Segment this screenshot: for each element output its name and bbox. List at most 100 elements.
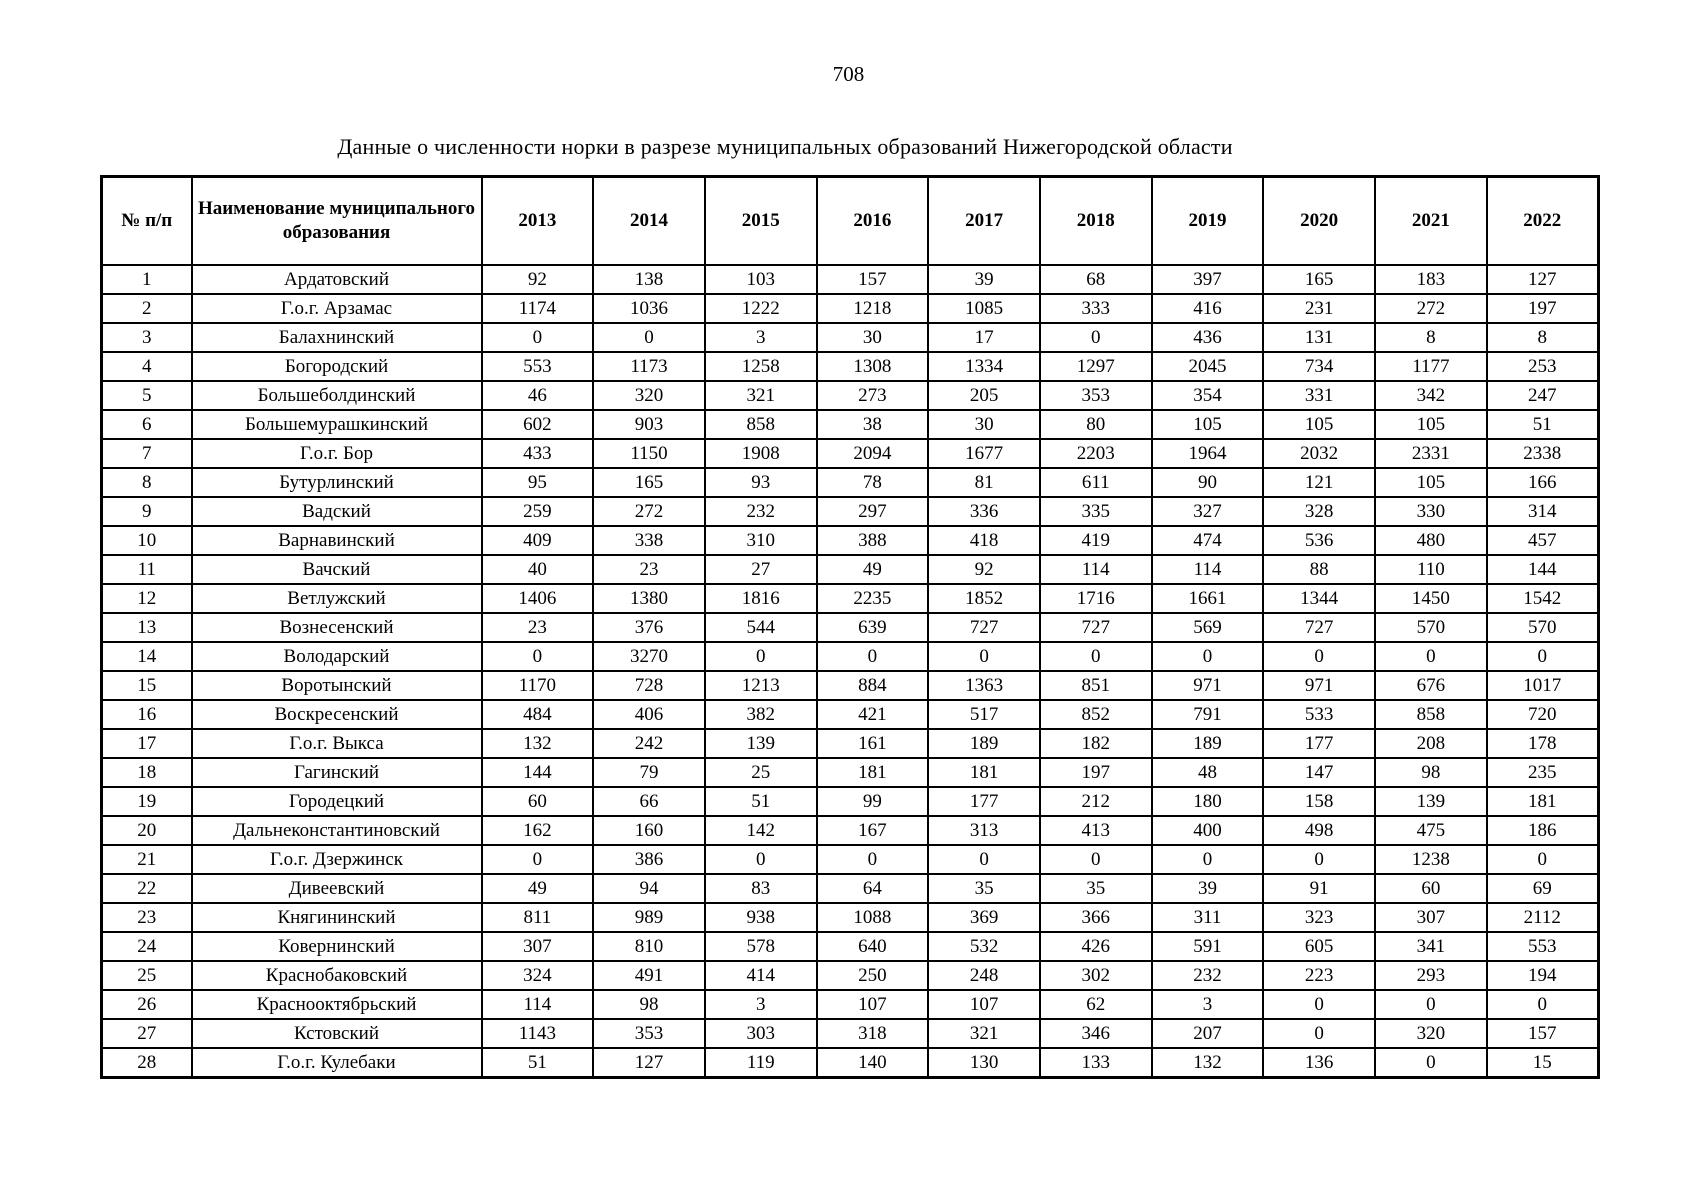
row-number-cell: 17 [100,728,193,759]
year-value-cell: 331 [1262,380,1376,411]
municipality-name-cell: Гагинский [190,757,483,788]
year-value-cell: 382 [703,699,818,730]
year-value-cell: 30 [927,409,1041,440]
year-value-cell: 114 [1150,554,1265,585]
year-value-cell: 318 [815,1018,930,1049]
year-value-cell: 273 [815,380,930,411]
year-value-cell: 591 [1150,931,1265,962]
year-value-cell: 51 [1485,409,1600,440]
year-value-cell: 1716 [1038,583,1153,614]
year-value-cell: 323 [1262,902,1376,933]
year-value-cell: 1297 [1038,351,1153,382]
year-value-cell: 35 [1038,873,1153,904]
year-value-cell: 553 [1485,931,1600,962]
municipality-name-cell: Ардатовский [190,264,483,295]
year-value-cell: 0 [480,322,595,353]
municipality-name-cell: Володарский [190,641,483,672]
year-value-cell: 409 [480,525,595,556]
row-number-cell: 9 [100,496,193,527]
year-value-cell: 1213 [703,670,818,701]
year-value-cell: 0 [1374,1047,1488,1079]
table-row: 23 Княгининский 811 989 938 1088 369 366 311 323 3… [100,902,1600,933]
year-value-cell: 105 [1262,409,1376,440]
year-value-cell: 851 [1038,670,1153,701]
year-value-cell: 297 [815,496,930,527]
year-value-cell: 157 [1485,1018,1600,1049]
year-value-cell: 811 [480,902,595,933]
year-value-cell: 640 [815,931,930,962]
year-value-cell: 1908 [703,438,818,469]
year-value-cell: 1088 [815,902,930,933]
year-value-cell: 1258 [703,351,818,382]
year-value-cell: 418 [927,525,1041,556]
municipality-name-cell: Балахнинский [190,322,483,353]
year-value-cell: 1150 [592,438,706,469]
year-value-cell: 1085 [927,293,1041,324]
year-value-cell: 0 [1262,844,1376,875]
header-year: 2017 [927,175,1041,266]
year-value-cell: 1334 [927,351,1041,382]
year-value-cell: 157 [815,264,930,295]
table-row: 11 Вачский 40 23 27 49 92 114 114 88 110 144 [100,554,1600,585]
year-value-cell: 791 [1150,699,1265,730]
row-number-cell: 6 [100,409,193,440]
year-value-cell: 38 [815,409,930,440]
municipality-name-cell: Г.о.г. Дзержинск [190,844,483,875]
year-value-cell: 0 [1262,989,1376,1020]
year-value-cell: 39 [927,264,1041,295]
year-value-cell: 335 [1038,496,1153,527]
year-value-cell: 272 [592,496,706,527]
year-value-cell: 884 [815,670,930,701]
year-value-cell: 307 [1374,902,1488,933]
year-value-cell: 205 [927,380,1041,411]
table-row: 19 Городецкий 60 66 51 99 177 212 180 158 139 181 [100,786,1600,817]
year-value-cell: 400 [1150,815,1265,846]
year-value-cell: 3 [703,322,818,353]
year-value-cell: 27 [703,554,818,585]
table-row: 20 Дальнеконстантиновский 162 160 142 167 313 4… [100,815,1600,846]
year-value-cell: 105 [1374,467,1488,498]
year-value-cell: 127 [592,1047,706,1079]
year-value-cell: 51 [703,786,818,817]
year-value-cell: 346 [1038,1018,1153,1049]
row-number-cell: 22 [100,873,193,904]
year-value-cell: 0 [1374,989,1488,1020]
year-value-cell: 327 [1150,496,1265,527]
year-value-cell: 307 [480,931,595,962]
year-value-cell: 81 [927,467,1041,498]
year-value-cell: 1344 [1262,583,1376,614]
year-value-cell: 414 [703,960,818,991]
table-row: 14 Володарский 0 3270 0 0 0 0 0 0 0 0 [100,641,1600,672]
year-value-cell: 1677 [927,438,1041,469]
year-value-cell: 90 [1150,467,1265,498]
year-value-cell: 60 [480,786,595,817]
row-number-cell: 4 [100,351,193,382]
year-value-cell: 416 [1150,293,1265,324]
year-value-cell: 144 [1485,554,1600,585]
year-value-cell: 727 [927,612,1041,643]
municipality-name-cell: Большемурашкинский [190,409,483,440]
year-value-cell: 25 [703,757,818,788]
year-value-cell: 1174 [480,293,595,324]
table-header: № п/п Наименование муниципального образо… [100,175,1600,266]
year-value-cell: 136 [1262,1047,1376,1079]
year-value-cell: 2045 [1150,351,1265,382]
year-value-cell: 1036 [592,293,706,324]
year-value-cell: 0 [592,322,706,353]
year-value-cell: 68 [1038,264,1153,295]
page-number: 708 [832,62,865,86]
row-number-cell: 23 [100,902,193,933]
row-number-cell: 20 [100,815,193,846]
year-value-cell: 426 [1038,931,1153,962]
year-value-cell: 235 [1485,757,1600,788]
row-number-cell: 25 [100,960,193,991]
year-value-cell: 158 [1262,786,1376,817]
municipality-name-cell: Ветлужский [190,583,483,614]
year-value-cell: 1173 [592,351,706,382]
table-row: 27 Кстовский 1143 353 303 318 321 346 207 0 320 157 [100,1018,1600,1049]
row-number-cell: 3 [100,322,193,353]
year-value-cell: 938 [703,902,818,933]
year-value-cell: 105 [1374,409,1488,440]
year-value-cell: 232 [1150,960,1265,991]
